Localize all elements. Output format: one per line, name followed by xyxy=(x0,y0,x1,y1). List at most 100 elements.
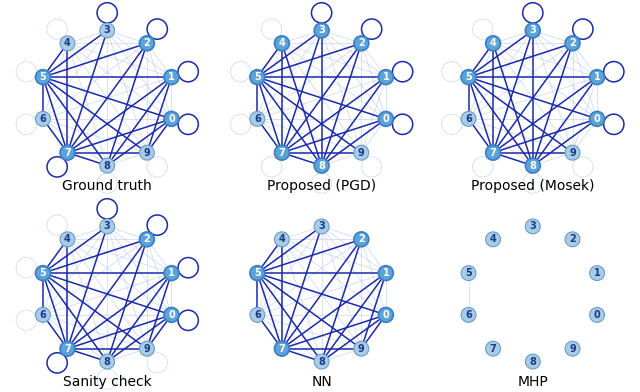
Text: 8: 8 xyxy=(104,161,111,171)
Circle shape xyxy=(589,70,605,85)
Text: Proposed (PGD): Proposed (PGD) xyxy=(267,179,376,192)
Text: 4: 4 xyxy=(278,38,285,48)
Circle shape xyxy=(461,70,476,85)
Text: 9: 9 xyxy=(569,148,576,158)
Circle shape xyxy=(35,111,51,126)
Circle shape xyxy=(461,266,476,281)
Circle shape xyxy=(35,307,51,322)
Text: 2: 2 xyxy=(569,38,576,48)
Text: 6: 6 xyxy=(254,310,260,320)
Circle shape xyxy=(525,219,540,234)
Circle shape xyxy=(250,266,265,281)
Text: 2: 2 xyxy=(143,38,150,48)
Text: 3: 3 xyxy=(318,25,325,35)
Circle shape xyxy=(314,219,329,234)
Circle shape xyxy=(140,341,154,356)
Text: 4: 4 xyxy=(490,38,497,48)
Circle shape xyxy=(275,145,289,160)
Text: 4: 4 xyxy=(278,234,285,244)
Circle shape xyxy=(100,219,115,234)
Text: 1: 1 xyxy=(168,268,175,278)
Text: 2: 2 xyxy=(143,234,150,244)
Circle shape xyxy=(275,36,289,51)
Text: Ground truth: Ground truth xyxy=(62,179,152,192)
Circle shape xyxy=(140,36,154,51)
Text: 0: 0 xyxy=(168,310,175,320)
Circle shape xyxy=(100,354,115,369)
Text: 3: 3 xyxy=(529,221,536,231)
Text: 9: 9 xyxy=(358,148,365,158)
Text: 0: 0 xyxy=(594,114,600,124)
Text: 8: 8 xyxy=(104,357,111,367)
Text: 3: 3 xyxy=(318,221,325,231)
Text: 6: 6 xyxy=(40,310,46,320)
Circle shape xyxy=(275,232,289,247)
Circle shape xyxy=(35,70,51,85)
Circle shape xyxy=(354,36,369,51)
Text: 9: 9 xyxy=(143,344,150,354)
Text: 1: 1 xyxy=(383,268,389,278)
Circle shape xyxy=(164,307,179,322)
Text: 5: 5 xyxy=(254,268,260,278)
Circle shape xyxy=(35,266,51,281)
Circle shape xyxy=(354,341,369,356)
Text: 4: 4 xyxy=(490,234,497,244)
Text: 9: 9 xyxy=(569,344,576,354)
Circle shape xyxy=(314,23,329,38)
Text: 8: 8 xyxy=(318,357,325,367)
Text: 0: 0 xyxy=(383,310,389,320)
Circle shape xyxy=(525,354,540,369)
Text: 3: 3 xyxy=(529,25,536,35)
Text: NN: NN xyxy=(311,375,332,388)
Text: 6: 6 xyxy=(465,114,472,124)
Text: 9: 9 xyxy=(358,344,365,354)
Circle shape xyxy=(378,70,394,85)
Text: 8: 8 xyxy=(529,357,536,367)
Text: Sanity check: Sanity check xyxy=(63,375,152,388)
Text: 5: 5 xyxy=(465,72,472,82)
Circle shape xyxy=(314,354,329,369)
Text: 7: 7 xyxy=(490,148,497,158)
Circle shape xyxy=(60,341,75,356)
Circle shape xyxy=(164,70,179,85)
Text: 3: 3 xyxy=(104,221,111,231)
Circle shape xyxy=(589,111,605,126)
Circle shape xyxy=(100,158,115,173)
Text: 6: 6 xyxy=(40,114,46,124)
Circle shape xyxy=(525,23,540,38)
Circle shape xyxy=(164,111,179,126)
Circle shape xyxy=(525,158,540,173)
Circle shape xyxy=(60,232,75,247)
Text: 1: 1 xyxy=(594,268,600,278)
Circle shape xyxy=(164,266,179,281)
Text: 6: 6 xyxy=(465,310,472,320)
Circle shape xyxy=(100,23,115,38)
Circle shape xyxy=(589,266,605,281)
Text: 1: 1 xyxy=(168,72,175,82)
Text: 0: 0 xyxy=(594,310,600,320)
Text: 1: 1 xyxy=(383,72,389,82)
Circle shape xyxy=(565,232,580,247)
Circle shape xyxy=(486,36,500,51)
Circle shape xyxy=(250,307,265,322)
Text: 8: 8 xyxy=(529,161,536,171)
Circle shape xyxy=(565,36,580,51)
Text: Proposed (Mosek): Proposed (Mosek) xyxy=(471,179,595,192)
Text: 9: 9 xyxy=(143,148,150,158)
Text: 7: 7 xyxy=(64,344,71,354)
Circle shape xyxy=(486,232,500,247)
Text: 7: 7 xyxy=(278,344,285,354)
Text: 8: 8 xyxy=(318,161,325,171)
Text: 7: 7 xyxy=(490,344,497,354)
Circle shape xyxy=(589,307,605,322)
Circle shape xyxy=(354,232,369,247)
Circle shape xyxy=(461,111,476,126)
Circle shape xyxy=(60,36,75,51)
Text: MHP: MHP xyxy=(517,375,548,388)
Circle shape xyxy=(486,145,500,160)
Text: 4: 4 xyxy=(64,38,71,48)
Circle shape xyxy=(250,70,265,85)
Text: 3: 3 xyxy=(104,25,111,35)
Text: 7: 7 xyxy=(64,148,71,158)
Text: 2: 2 xyxy=(569,234,576,244)
